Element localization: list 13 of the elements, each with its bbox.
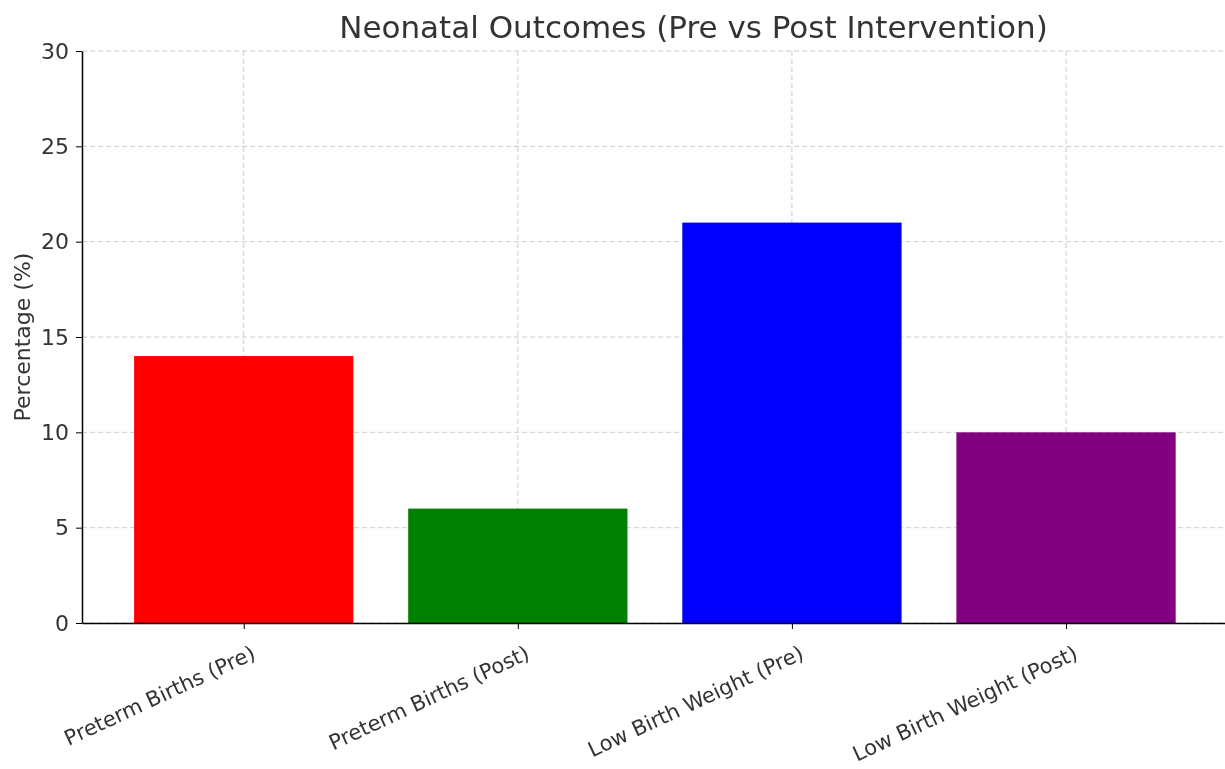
bar [682, 222, 902, 623]
y-tick-label: 10 [41, 419, 69, 445]
y-tick-label: 5 [55, 515, 69, 541]
y-tick-label: 30 [41, 38, 69, 64]
bar [956, 432, 1176, 623]
bar [408, 508, 628, 623]
y-tick-label: 0 [55, 610, 69, 636]
y-axis-title: Percentage (%) [10, 252, 35, 422]
y-tick-label: 25 [41, 133, 69, 159]
y-tick-label: 20 [41, 229, 69, 255]
bar [134, 356, 354, 623]
y-tick-label: 15 [41, 324, 69, 350]
chart-title: Neonatal Outcomes (Pre vs Post Intervention) [339, 9, 1048, 45]
